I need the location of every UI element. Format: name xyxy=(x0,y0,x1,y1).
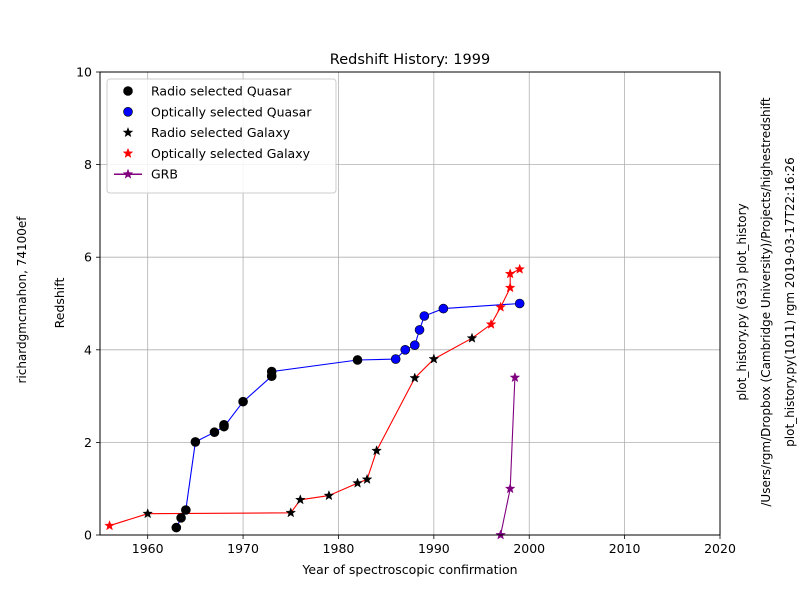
series-line xyxy=(109,268,520,527)
data-point xyxy=(409,340,420,350)
path-note: /Users/rgm/Dropbox (Cambridge University… xyxy=(759,97,773,507)
data-point xyxy=(176,513,186,523)
data-point xyxy=(390,354,401,364)
legend-label: GRB xyxy=(151,167,178,182)
data-point xyxy=(171,522,182,533)
legend-marker xyxy=(122,147,134,158)
data-point xyxy=(504,282,516,293)
y-tick-label: 4 xyxy=(84,342,92,357)
data-point xyxy=(485,318,497,329)
x-axis-label: Year of spectroscopic confirmation xyxy=(301,562,517,577)
data-point xyxy=(409,372,421,383)
data-point xyxy=(495,301,506,312)
legend-label: Optically selected Quasar xyxy=(151,104,312,119)
axis-ticks: 1960 1970 1980 1990 2000 2010 2020 0 2 4 6 8 10 xyxy=(76,65,736,557)
data-point xyxy=(352,355,363,365)
x-tick-label: 1990 xyxy=(418,541,450,556)
author-note: richardgmcmahon, 74100ef xyxy=(15,216,29,384)
data-point xyxy=(509,372,521,383)
data-point xyxy=(504,483,516,494)
y-tick-label: 8 xyxy=(84,157,92,172)
legend: Radio selected Quasar Optically selected … xyxy=(106,78,337,194)
legend-box xyxy=(106,78,337,194)
data-point xyxy=(219,420,229,430)
y-axis-label: Redshift xyxy=(52,278,67,329)
y-tick-label: 10 xyxy=(76,65,92,80)
x-tick-label: 1960 xyxy=(132,541,164,556)
plot-frame xyxy=(99,71,721,536)
data-point xyxy=(514,263,525,274)
data-point xyxy=(438,303,449,314)
data-point xyxy=(361,473,373,484)
data-point xyxy=(414,325,425,335)
data-point xyxy=(504,268,516,279)
legend-marker xyxy=(122,127,134,138)
y-tick-label: 2 xyxy=(84,435,92,450)
data-markers xyxy=(104,263,525,540)
x-tick-label: 2010 xyxy=(609,541,641,556)
series-lines xyxy=(109,268,520,536)
data-point xyxy=(352,477,363,488)
x-tick-label: 2020 xyxy=(704,541,736,556)
series-line xyxy=(500,377,516,536)
data-point xyxy=(209,427,220,438)
x-tick-label: 1970 xyxy=(227,541,259,556)
data-point xyxy=(142,508,153,519)
data-point xyxy=(190,437,201,447)
legend-marker xyxy=(123,86,133,96)
data-point xyxy=(285,507,297,518)
chart-title: Redshift History: 1999 xyxy=(330,52,490,68)
legend-label: Optically selected Galaxy xyxy=(151,146,311,161)
x-tick-label: 2000 xyxy=(513,541,545,556)
data-point xyxy=(419,311,430,321)
data-point xyxy=(428,353,440,364)
legend-marker xyxy=(123,107,133,117)
y-tick-label: 6 xyxy=(84,250,92,265)
y-tick-label: 0 xyxy=(84,528,92,543)
data-point xyxy=(323,490,335,501)
data-point xyxy=(181,505,191,515)
script-note: plot_history.py (633) plot_history xyxy=(735,203,749,401)
data-point xyxy=(371,445,382,456)
legend-label: Radio selected Quasar xyxy=(151,84,292,99)
data-point xyxy=(104,520,115,531)
timestamp-note: plot_history.py(1011) rgm 2019-03-17T22:… xyxy=(783,157,797,447)
data-point xyxy=(238,396,248,407)
data-point xyxy=(295,494,306,505)
data-point xyxy=(400,344,411,355)
legend-label: Radio selected Galaxy xyxy=(151,125,291,140)
x-tick-label: 1980 xyxy=(323,541,355,556)
data-point xyxy=(514,298,525,309)
data-point xyxy=(266,366,277,377)
legend-marker xyxy=(122,168,134,179)
data-point xyxy=(466,332,478,343)
